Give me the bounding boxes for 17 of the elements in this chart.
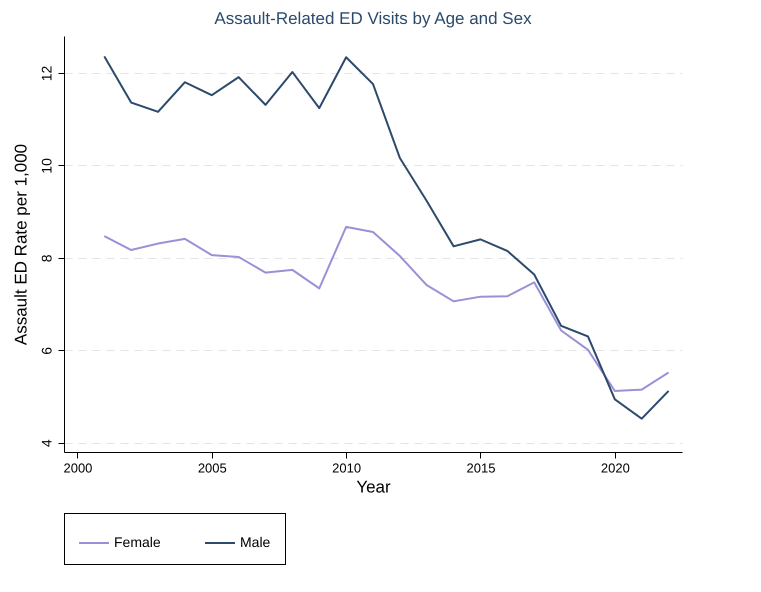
- x-axis-title: Year: [356, 478, 392, 496]
- y-tick-label: 12: [38, 65, 54, 82]
- y-tick-label: 10: [38, 158, 54, 174]
- legend-label: Male: [240, 534, 271, 550]
- y-tick-label: 8: [38, 254, 54, 262]
- chart-title: Assault-Related ED Visits by Age and Sex: [214, 9, 532, 28]
- y-tick-label: 6: [38, 346, 54, 355]
- x-tick-label: 2015: [466, 460, 496, 476]
- y-tick-label: 4: [38, 439, 54, 448]
- line-series: [103, 55, 670, 420]
- legend-label: Female: [114, 534, 161, 550]
- line-series: [103, 226, 670, 392]
- x-tick-label: 2005: [198, 460, 227, 476]
- x-tick-label: 2010: [332, 460, 362, 476]
- y-axis-title: Assault ED Rate per 1,000: [12, 144, 30, 346]
- x-tick-label: 2020: [600, 460, 630, 476]
- x-tick-label: 2000: [63, 460, 92, 476]
